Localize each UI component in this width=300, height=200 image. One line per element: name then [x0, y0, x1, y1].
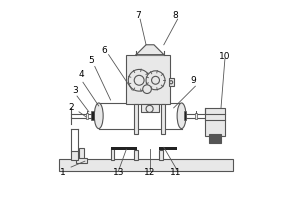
Circle shape — [134, 75, 144, 85]
Bar — [209, 134, 221, 143]
Bar — [195, 113, 197, 119]
Circle shape — [128, 69, 150, 91]
Text: 10: 10 — [219, 52, 231, 61]
Bar — [59, 159, 233, 171]
Bar — [76, 158, 87, 163]
Text: 11: 11 — [170, 168, 182, 177]
Bar — [111, 148, 115, 160]
Bar — [134, 150, 138, 160]
Text: 3: 3 — [72, 86, 78, 95]
Bar — [86, 113, 88, 119]
Text: 9: 9 — [190, 76, 196, 85]
Bar — [159, 147, 177, 150]
Bar — [91, 111, 94, 120]
Ellipse shape — [94, 103, 103, 129]
Polygon shape — [136, 45, 164, 55]
Text: 7: 7 — [135, 11, 141, 20]
Text: 6: 6 — [102, 46, 107, 55]
Circle shape — [152, 76, 160, 84]
Text: 13: 13 — [113, 168, 124, 177]
Bar — [159, 150, 163, 160]
Text: 5: 5 — [88, 56, 94, 65]
Bar — [184, 111, 187, 120]
Text: 8: 8 — [173, 11, 178, 20]
Bar — [126, 55, 170, 104]
Bar — [79, 148, 84, 160]
Bar — [141, 104, 159, 112]
Text: 1: 1 — [60, 168, 66, 177]
Bar — [161, 104, 165, 134]
Bar — [205, 108, 225, 136]
Ellipse shape — [177, 103, 186, 129]
Bar — [111, 147, 137, 150]
Bar — [169, 78, 174, 86]
Circle shape — [146, 71, 165, 90]
Text: 12: 12 — [144, 168, 156, 177]
Bar — [134, 104, 138, 134]
Text: 4: 4 — [78, 70, 84, 79]
Circle shape — [143, 85, 152, 93]
Circle shape — [146, 105, 153, 112]
Text: 2: 2 — [68, 103, 74, 112]
Bar — [71, 151, 78, 160]
Circle shape — [169, 81, 173, 84]
